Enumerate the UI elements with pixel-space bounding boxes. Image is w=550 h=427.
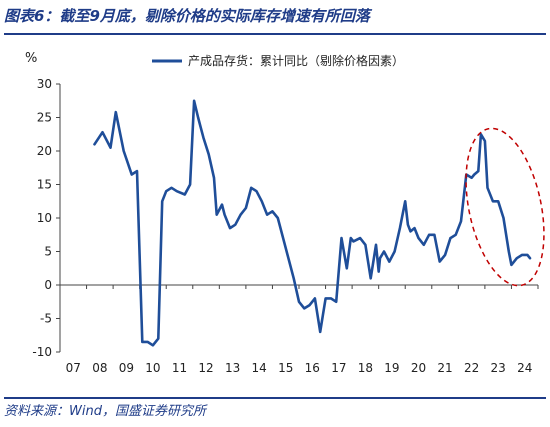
inventory-growth-line-chart: % 产成品存货：累计同比（剔除价格因素） -10 -5 0 5 10 15 20 25 30 0… (25, 51, 545, 375)
x-tick-label: 18 (358, 361, 373, 375)
x-tick-label: 23 (491, 361, 506, 375)
y-tick-label: 0 (44, 278, 52, 292)
y-tick-label: 15 (37, 178, 52, 192)
source-divider (4, 397, 546, 399)
y-axis-unit-label: % (25, 51, 37, 66)
series-line (93, 99, 532, 347)
x-tick-label: 17 (331, 361, 346, 375)
x-tick-label: 09 (119, 361, 134, 375)
y-tick-label: 25 (37, 111, 52, 125)
x-tick-label: 24 (517, 361, 532, 375)
x-tick-label: 11 (172, 361, 187, 375)
chart-area: % 产成品存货：累计同比（剔除价格因素） -10 -5 0 5 10 15 20 25 30 0… (0, 36, 550, 396)
x-tick-label: 14 (252, 361, 267, 375)
x-tick-label: 20 (411, 361, 426, 375)
source-note: 资料来源：Wind，国盛证券研究所 (4, 404, 206, 419)
x-tick-label: 12 (198, 361, 213, 375)
y-tick-label: 10 (37, 211, 52, 225)
x-tick-label: 13 (225, 361, 240, 375)
y-tick-label: 30 (37, 77, 52, 91)
y-tick-label: -5 (40, 312, 52, 326)
x-tick-label: 08 (92, 361, 107, 375)
y-axis: -10 -5 0 5 10 15 20 25 30 (32, 77, 61, 359)
x-tick-label: 07 (66, 361, 81, 375)
y-tick-label: 20 (37, 144, 52, 158)
highlight-ellipse (465, 127, 545, 287)
y-tick-label: 5 (44, 245, 52, 259)
y-tick-label: -10 (32, 345, 52, 359)
title-divider (4, 33, 546, 35)
x-tick-label: 15 (278, 361, 293, 375)
legend-label: 产成品存货：累计同比（剔除价格因素） (188, 53, 404, 68)
x-tick-label: 10 (145, 361, 160, 375)
x-tick-label: 21 (437, 361, 452, 375)
x-tick-label: 22 (464, 361, 479, 375)
legend: 产成品存货：累计同比（剔除价格因素） (152, 53, 404, 68)
x-tick-label: 16 (305, 361, 320, 375)
chart-title: 图表6：截至9月底，剔除价格的实际库存增速有所回落 (4, 7, 370, 25)
x-tick-label: 19 (384, 361, 399, 375)
